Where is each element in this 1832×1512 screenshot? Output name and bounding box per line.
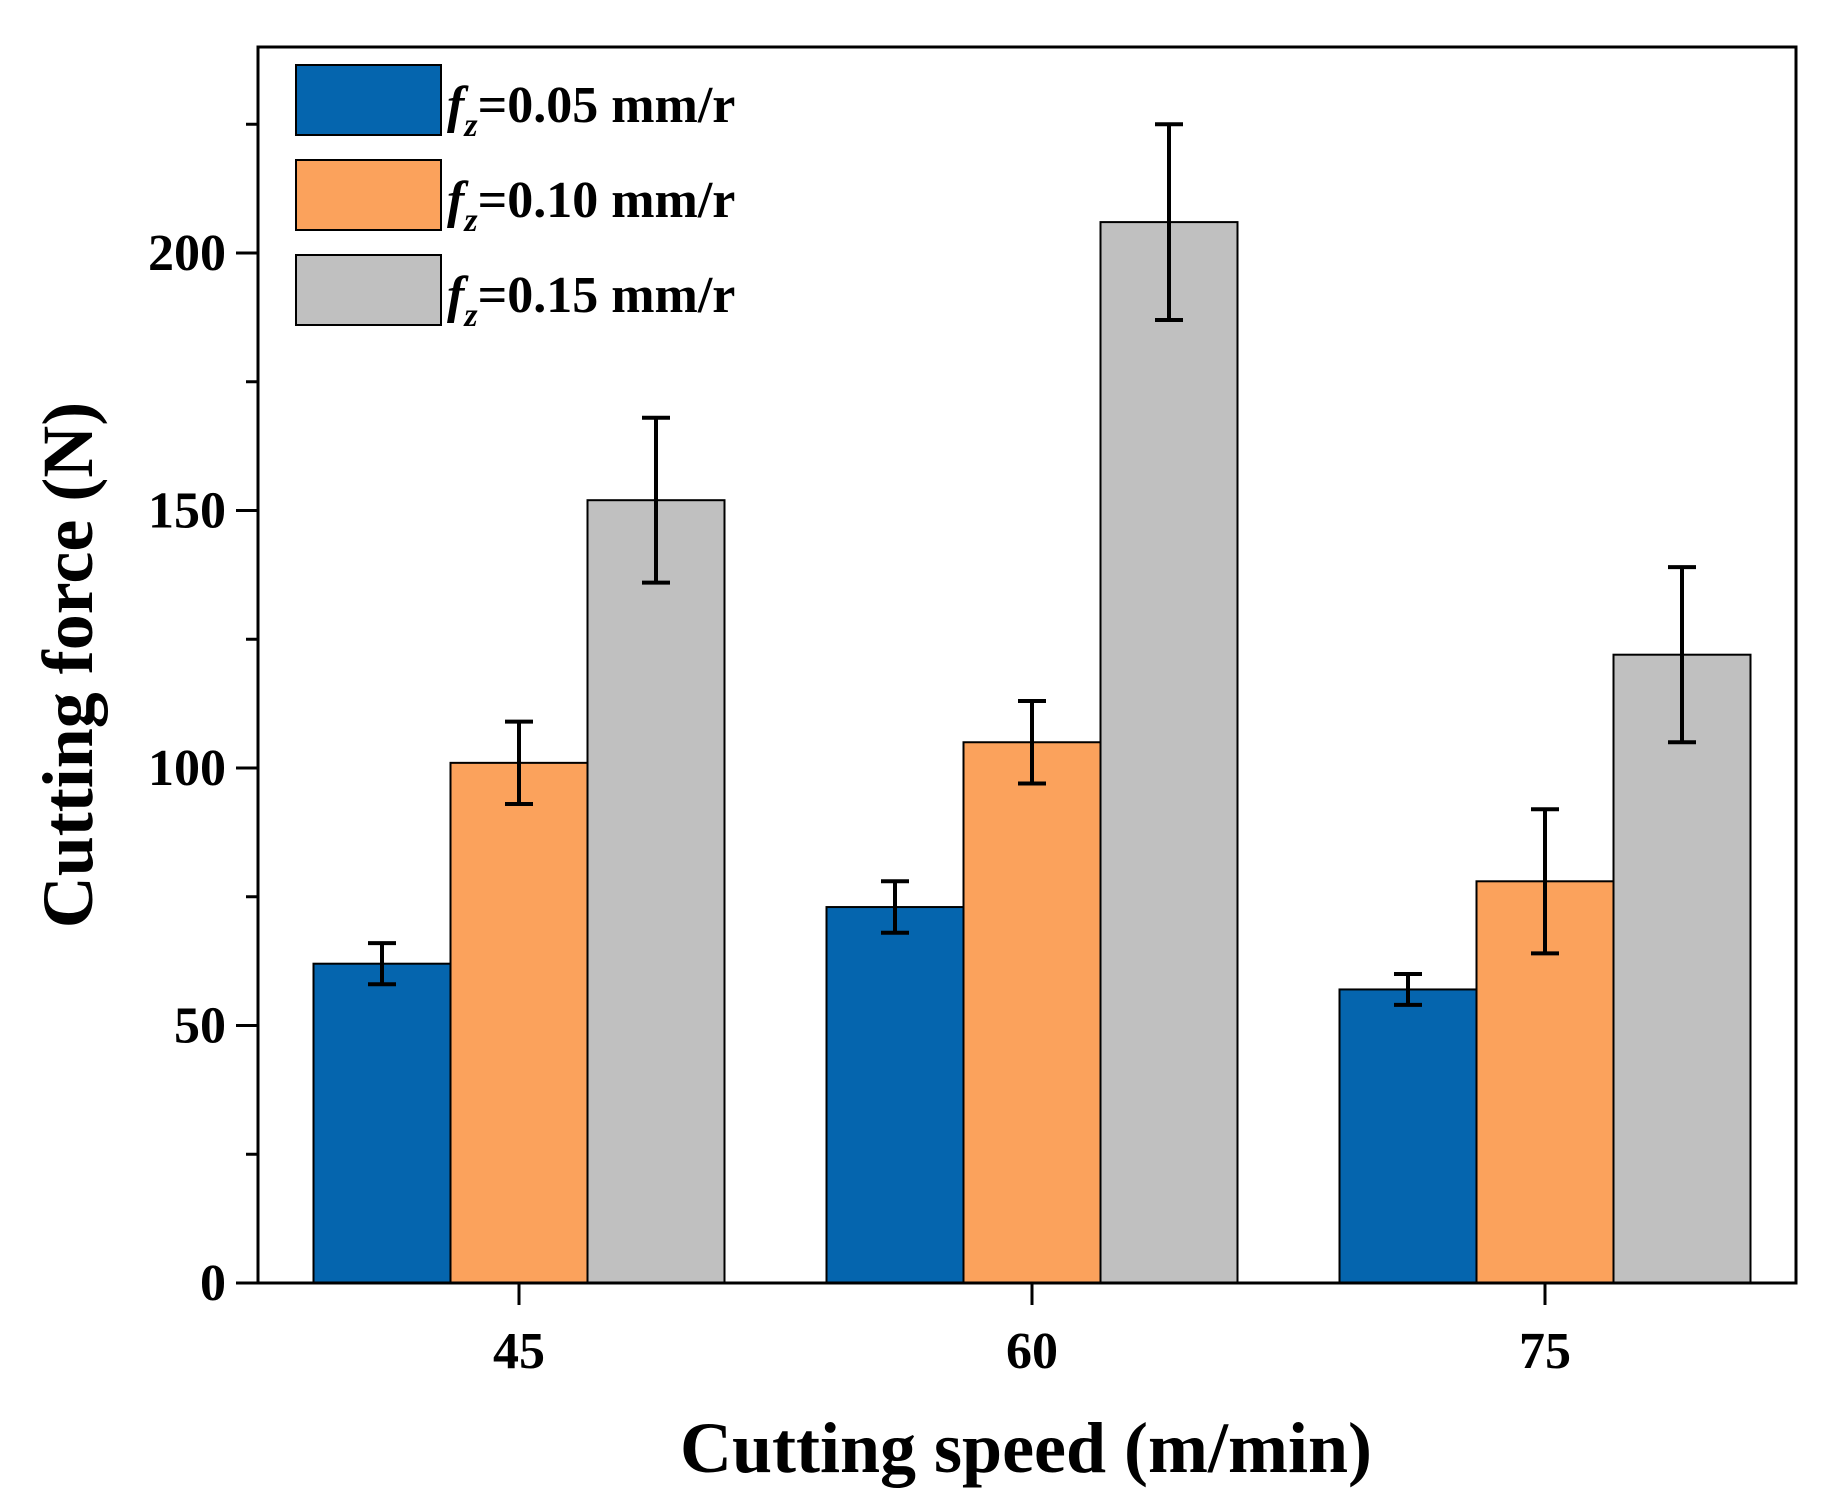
legend-swatch-fz-015	[295, 254, 442, 326]
bar-s1-45	[312, 962, 452, 1284]
bar-s3-45	[586, 499, 726, 1284]
bar-s1-60	[825, 906, 965, 1284]
y-tick-label: 100	[148, 740, 226, 797]
bar-s3-60	[1099, 221, 1239, 1285]
bar-s2-45	[449, 761, 589, 1284]
x-tick-label: 45	[493, 1323, 545, 1380]
x-axis-title: Cutting speed (m/min)	[680, 1408, 1372, 1488]
legend-swatch-fz-005	[295, 64, 442, 136]
bar-s1-75	[1338, 988, 1478, 1284]
bar-s3-75	[1612, 653, 1752, 1284]
y-axis-title: Cutting force (N)	[28, 402, 108, 929]
y-tick-label: 0	[200, 1255, 226, 1312]
x-axis: 45 60 75	[493, 1283, 1571, 1380]
x-tick-label: 75	[1519, 1323, 1571, 1380]
y-axis: 0 50 100 150 200	[148, 122, 258, 1312]
bar-s2-60	[962, 741, 1102, 1284]
y-tick-label: 150	[148, 483, 226, 540]
legend-label-fz-015: fz=0.15 mm/r	[447, 267, 735, 334]
error-bars-layer	[368, 122, 1696, 1007]
legend-label-fz-005: fz=0.05 mm/r	[447, 77, 735, 144]
y-tick-label: 50	[174, 998, 226, 1055]
y-tick-label: 200	[148, 225, 226, 282]
legend-swatch-fz-010	[295, 159, 442, 231]
legend: fz=0.05 mm/r fz=0.10 mm/r fz=0.15 mm/r	[295, 64, 735, 334]
legend-label-fz-010: fz=0.10 mm/r	[447, 172, 735, 239]
plot-frame	[256, 45, 1798, 1285]
x-tick-label: 60	[1006, 1323, 1058, 1380]
